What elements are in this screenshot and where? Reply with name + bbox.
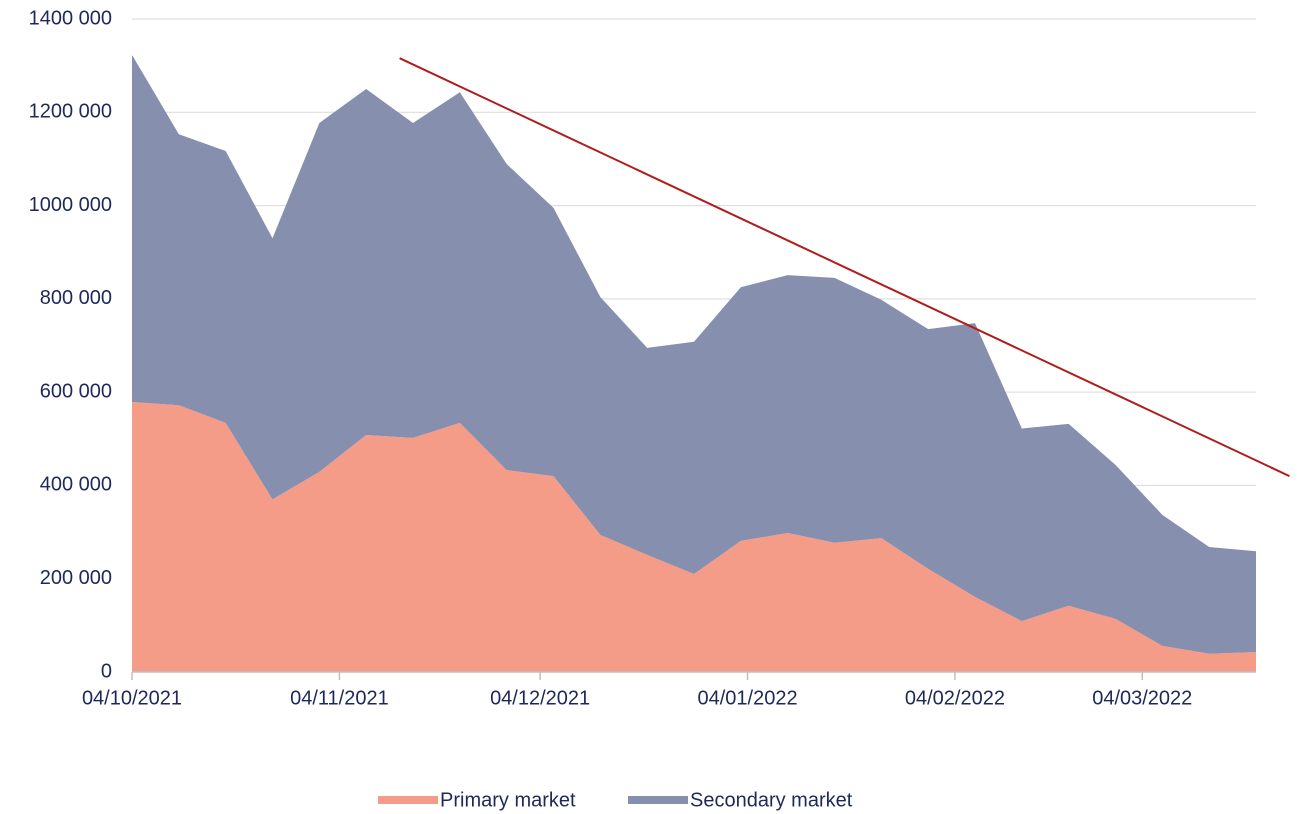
area [132, 54, 1256, 654]
y-tick-label: 200 000 [40, 567, 112, 589]
y-tick-label: 600 000 [40, 380, 112, 402]
y-tick-label: 0 [101, 660, 112, 682]
x-tick-label: 04/12/2021 [490, 687, 590, 709]
x-tick-label: 04/10/2021 [82, 687, 182, 709]
legend-label: Secondary market [690, 789, 853, 811]
y-tick-label: 1000 000 [29, 194, 112, 216]
y-tick-label: 400 000 [40, 474, 112, 496]
y-tick-label: 1400 000 [29, 7, 112, 29]
area [132, 401, 1256, 672]
x-tick-label: 04/01/2022 [697, 687, 797, 709]
legend-swatch [378, 796, 438, 804]
x-tick-label: 04/02/2022 [905, 687, 1005, 709]
x-tick-label: 04/11/2021 [290, 687, 389, 709]
legend-label: Primary market [440, 789, 576, 811]
legend-swatch [628, 796, 688, 804]
trend-line [399, 57, 1290, 478]
x-tick-label: 04/03/2022 [1092, 687, 1192, 709]
y-tick-label: 800 000 [40, 287, 112, 309]
y-tick-label: 1200 000 [29, 101, 112, 123]
